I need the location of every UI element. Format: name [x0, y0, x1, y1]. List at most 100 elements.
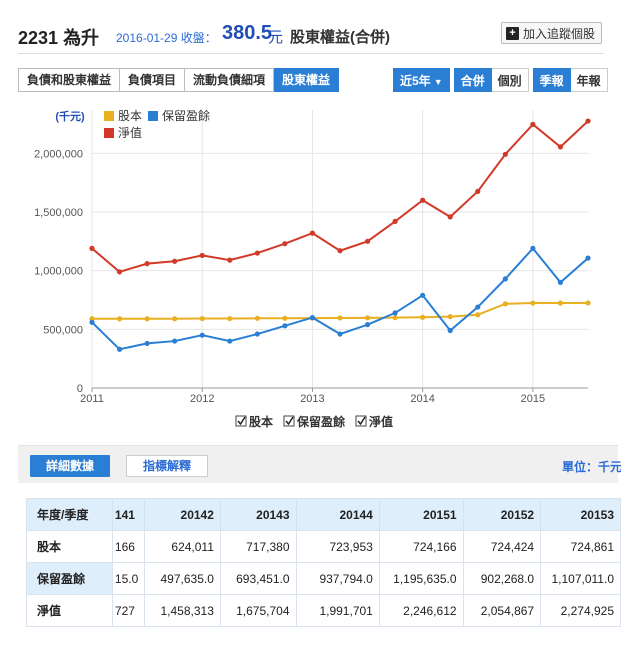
- data-point: [172, 258, 178, 264]
- data-point: [585, 255, 591, 261]
- data-point: [227, 257, 233, 263]
- data-point: [502, 301, 508, 307]
- legend-swatch: [148, 111, 158, 121]
- table-cell: 1,107,011.0: [540, 562, 621, 595]
- column-header: 20151: [378, 498, 464, 531]
- tab-liabilities-equity[interactable]: 負債和股東權益: [18, 68, 121, 92]
- table-cell: 717,380: [219, 530, 297, 563]
- check-icon: [357, 416, 366, 426]
- annual-button[interactable]: 年報: [570, 68, 608, 92]
- table-cell: 937,794.0: [295, 562, 380, 595]
- tab-current-liabilities[interactable]: 流動負債細項: [185, 68, 275, 92]
- data-point: [420, 314, 426, 320]
- column-header: 20152: [462, 498, 542, 531]
- data-point: [530, 121, 536, 127]
- table-header-row: 年度/季度 141 20142 20143 20144 20151 20152 …: [26, 498, 621, 531]
- check-icon: [237, 416, 246, 426]
- unit-axis-label: (千元): [55, 109, 85, 123]
- standalone-button[interactable]: 個別: [491, 68, 529, 92]
- data-point: [144, 261, 150, 267]
- stock-code: 2231: [18, 28, 59, 48]
- tab-liabilities[interactable]: 負債項目: [120, 68, 186, 92]
- data-point: [144, 316, 150, 322]
- stock-header: 2231 為升 2016-01-29 收盤： 380.5 元 股東權益(合併) …: [18, 14, 604, 54]
- stock-code-name: 2231 為升: [18, 24, 99, 50]
- data-point: [227, 315, 233, 322]
- data-point: [116, 346, 123, 352]
- data-point: [585, 300, 591, 306]
- check-icon: [285, 416, 294, 426]
- data-point: [337, 315, 343, 321]
- table-cell: 2,054,867: [462, 594, 542, 627]
- legend-swatch: [104, 111, 114, 121]
- data-point: [392, 218, 398, 224]
- report-tabs: 負債和股東權益 負債項目 流動負債細項 股東權益: [18, 68, 340, 92]
- chevron-down-icon: ▼: [433, 77, 443, 87]
- row-label: 股本: [26, 530, 113, 563]
- close-date: 2016-01-29 收盤：: [116, 31, 217, 45]
- table-cell: 902,268.0: [462, 562, 542, 595]
- data-point: [364, 315, 371, 321]
- indicator-explain-button[interactable]: 指標解釋: [126, 455, 209, 477]
- table-row: 淨值 727 1,458,313 1,675,704 1,991,701 2,2…: [26, 594, 621, 627]
- column-header: 20144: [295, 498, 380, 531]
- table-cell: 15.0: [111, 562, 146, 595]
- y-tick-label: 500,000: [43, 324, 83, 336]
- data-point: [364, 322, 371, 328]
- column-header: 141: [111, 498, 146, 531]
- data-point: [447, 327, 453, 334]
- data-point: [502, 276, 508, 282]
- data-point: [309, 230, 316, 236]
- x-tick-label: 2014: [410, 393, 434, 405]
- add-to-watchlist-button[interactable]: + 加入追蹤個股: [500, 22, 602, 44]
- table-cell: 724,166: [378, 530, 464, 563]
- table-cell: 1,195,635.0: [378, 562, 464, 595]
- data-point: [420, 197, 426, 203]
- data-point: [172, 338, 178, 344]
- x-tick-label: 2015: [521, 393, 545, 405]
- tab-equity[interactable]: 股東權益: [274, 68, 340, 92]
- table-cell: 497,635.0: [144, 562, 221, 595]
- data-point: [337, 248, 343, 254]
- data-point: [254, 331, 260, 337]
- data-point: [282, 241, 288, 247]
- table-cell: 2,246,612: [378, 594, 464, 627]
- y-tick-label: 1,500,000: [34, 207, 83, 219]
- quarterly-button[interactable]: 季報: [532, 68, 571, 92]
- y-tick-label: 1,000,000: [34, 266, 83, 278]
- data-point: [392, 315, 398, 321]
- row-label: 淨值: [26, 594, 113, 627]
- x-tick-label: 2013: [300, 393, 324, 405]
- period-dropdown[interactable]: 近5年 ▼: [393, 68, 450, 92]
- data-point: [282, 315, 288, 321]
- data-point: [282, 323, 288, 329]
- table-cell: 624,011: [144, 530, 221, 563]
- row-label: 保留盈餘: [26, 562, 113, 595]
- x-tick-label: 2012: [190, 393, 214, 405]
- data-point: [227, 338, 233, 344]
- x-tick-label: 2011: [80, 393, 104, 405]
- add-to-watchlist-label: 加入追蹤個股: [522, 26, 595, 41]
- data-point: [116, 269, 123, 275]
- page-title: 股東權益(合併): [290, 29, 390, 46]
- data-point: [309, 315, 316, 321]
- table-cell: 1,991,701: [295, 594, 380, 627]
- data-point: [364, 238, 371, 244]
- table-cell: 727: [111, 594, 146, 627]
- consolidated-button[interactable]: 合併: [453, 68, 492, 92]
- legend-label: 淨值: [118, 125, 142, 140]
- frequency-toggle: 季報 年報: [532, 68, 608, 92]
- data-point: [392, 310, 398, 316]
- legend-checkbox: [235, 415, 247, 427]
- y-tick-label: 2,000,000: [34, 148, 83, 160]
- period-label: 近5年: [400, 74, 431, 88]
- unit-label: 單位：千元: [561, 460, 621, 474]
- detail-data-button[interactable]: 詳細數據: [30, 455, 111, 477]
- data-point: [475, 304, 481, 310]
- data-point: [199, 252, 205, 259]
- column-header: 20142: [144, 498, 221, 531]
- data-point: [144, 340, 150, 347]
- chart-controls: 近5年 ▼ 合併 個別 季報 年報: [393, 68, 608, 92]
- data-point: [475, 312, 481, 318]
- legend-checkbox: [355, 415, 367, 427]
